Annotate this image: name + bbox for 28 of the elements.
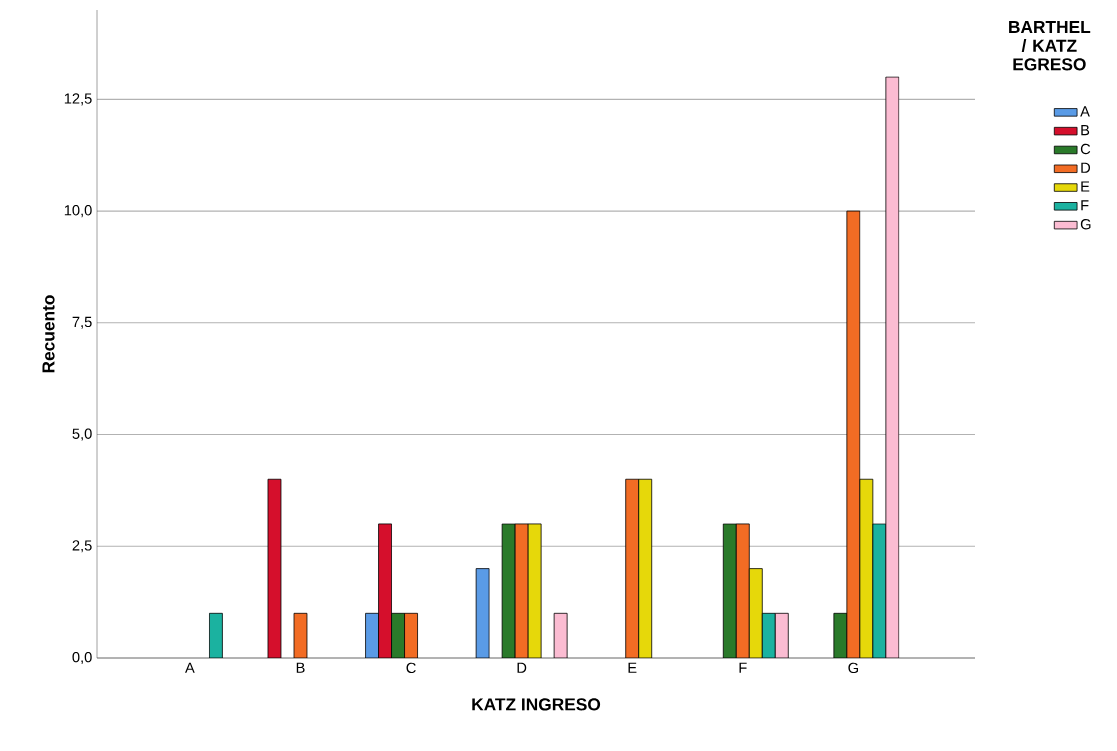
x-tick-label: G: [848, 662, 858, 674]
x-tick-label: D: [517, 662, 527, 673]
bar: [748, 568, 763, 658]
bar: [378, 523, 392, 658]
x-tick-label: B: [296, 662, 305, 673]
x-tick-label: C: [406, 662, 416, 674]
legend-label: G: [1080, 219, 1091, 230]
legend-label: D: [1081, 162, 1091, 173]
y-tick-label: 12,5: [64, 93, 92, 106]
legend-label: E: [1081, 181, 1090, 192]
legend-label: C: [1080, 143, 1091, 155]
y-tick-label: 10,0: [64, 205, 92, 218]
x-tick-label: F: [739, 662, 747, 673]
legend-label: B: [1081, 125, 1090, 136]
y-tick-label: 7,5: [72, 316, 92, 329]
bar: [722, 523, 737, 658]
legend-label: A: [1080, 106, 1090, 117]
bar: [293, 612, 308, 658]
y-axis-title: Recuento: [42, 295, 55, 373]
bar: [638, 478, 653, 658]
y-tick-label: 0,0: [72, 651, 92, 665]
x-axis-title: KATZ INGRESO: [472, 698, 601, 711]
y-tick-label: 5,0: [72, 428, 92, 441]
x-tick-label: A: [185, 662, 195, 673]
legend-title: BARTHEL / KATZ EGRESO: [1009, 21, 1091, 71]
legend-label: F: [1081, 200, 1089, 211]
y-tick-label: 2,5: [72, 540, 92, 553]
x-tick-label: E: [628, 662, 637, 673]
